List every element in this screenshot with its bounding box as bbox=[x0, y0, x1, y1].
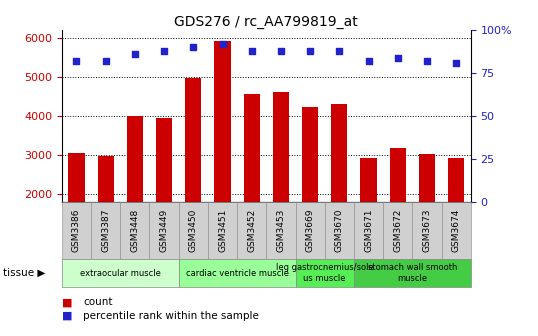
Text: count: count bbox=[83, 297, 113, 307]
Text: ■: ■ bbox=[62, 297, 73, 307]
Point bbox=[335, 48, 344, 53]
Point bbox=[393, 55, 402, 60]
Point bbox=[452, 60, 461, 66]
Text: percentile rank within the sample: percentile rank within the sample bbox=[83, 311, 259, 321]
Text: GSM3674: GSM3674 bbox=[451, 208, 461, 252]
Text: GSM3449: GSM3449 bbox=[160, 209, 168, 252]
Bar bbox=[215, 41, 230, 202]
Text: stomach wall smooth
muscle: stomach wall smooth muscle bbox=[367, 263, 457, 283]
Point bbox=[423, 58, 431, 64]
Text: GSM3670: GSM3670 bbox=[335, 208, 344, 252]
Text: extraocular muscle: extraocular muscle bbox=[80, 268, 161, 278]
Bar bbox=[390, 148, 406, 202]
Bar bbox=[302, 108, 318, 202]
Text: GSM3453: GSM3453 bbox=[277, 208, 286, 252]
Point bbox=[131, 51, 139, 57]
Text: leg gastrocnemius/sole
us muscle: leg gastrocnemius/sole us muscle bbox=[276, 263, 373, 283]
Bar bbox=[244, 94, 260, 202]
Point bbox=[306, 48, 314, 53]
Text: GSM3387: GSM3387 bbox=[101, 208, 110, 252]
Point bbox=[218, 41, 227, 47]
Text: GSM3452: GSM3452 bbox=[247, 209, 256, 252]
Text: tissue ▶: tissue ▶ bbox=[3, 268, 45, 278]
Point bbox=[101, 58, 110, 64]
Text: GSM3669: GSM3669 bbox=[306, 208, 315, 252]
Point bbox=[364, 58, 373, 64]
Bar bbox=[98, 156, 114, 202]
Text: ■: ■ bbox=[62, 311, 73, 321]
Text: GSM3671: GSM3671 bbox=[364, 208, 373, 252]
Point bbox=[247, 48, 256, 53]
Text: GSM3451: GSM3451 bbox=[218, 208, 227, 252]
Bar bbox=[360, 158, 377, 202]
Title: GDS276 / rc_AA799819_at: GDS276 / rc_AA799819_at bbox=[174, 15, 358, 29]
Bar bbox=[419, 155, 435, 202]
Bar bbox=[185, 78, 201, 202]
Bar bbox=[68, 153, 84, 202]
Text: cardiac ventricle muscle: cardiac ventricle muscle bbox=[186, 268, 288, 278]
Point bbox=[160, 48, 168, 53]
Point bbox=[72, 58, 81, 64]
Bar bbox=[156, 118, 172, 202]
Text: GSM3450: GSM3450 bbox=[189, 208, 198, 252]
Point bbox=[277, 48, 285, 53]
Text: GSM3672: GSM3672 bbox=[393, 208, 402, 252]
Bar bbox=[331, 104, 348, 202]
Text: GSM3448: GSM3448 bbox=[130, 209, 139, 252]
Bar bbox=[273, 92, 289, 202]
Point bbox=[189, 45, 197, 50]
Bar bbox=[127, 116, 143, 202]
Text: GSM3386: GSM3386 bbox=[72, 208, 81, 252]
Bar bbox=[448, 158, 464, 202]
Text: GSM3673: GSM3673 bbox=[422, 208, 431, 252]
